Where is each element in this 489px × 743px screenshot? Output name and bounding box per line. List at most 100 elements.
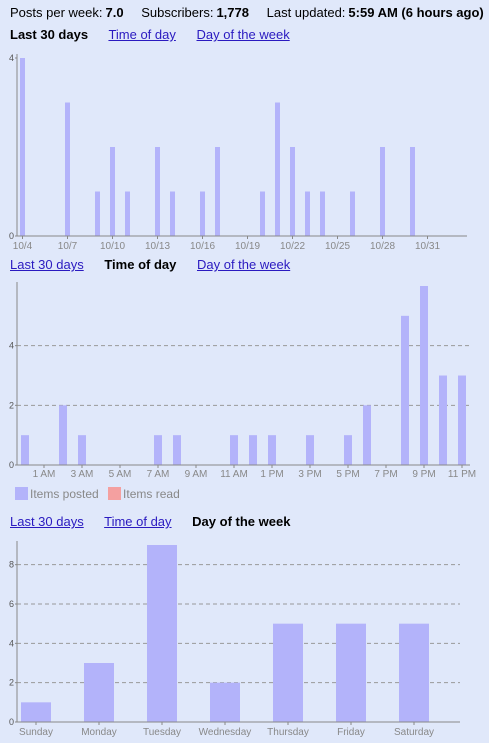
x-tick-label-5-am: 5 AM — [109, 469, 132, 480]
legend-label-posted: Items posted — [30, 487, 99, 501]
x-tick-label-sunday: Sunday — [19, 727, 53, 738]
day-of-week-chart: 0 2 4 6 8 Sunday Monday Tuesday Wednesday Thursda… — [9, 541, 460, 738]
bar-10-16 — [200, 191, 205, 236]
bar-8-am — [173, 435, 181, 465]
tab-day-of-week[interactable]: Day of the week — [196, 257, 291, 272]
y-tick-label: 0 — [9, 460, 14, 470]
x-tick-label-10-28: 10/28 — [370, 241, 395, 252]
tab-day-of-week[interactable]: Day of the week — [196, 27, 290, 42]
x-tick-label-11-pm: 11 PM — [448, 469, 476, 480]
bar-5-pm — [344, 435, 352, 465]
x-tick-label-10-13: 10/13 — [145, 241, 170, 252]
bar-10-9 — [95, 191, 100, 236]
posts-per-week-label: Posts per week: — [10, 5, 103, 20]
tab-last-30-days[interactable]: Last 30 days — [10, 257, 84, 272]
tab-time-of-day[interactable]: Time of day — [108, 27, 176, 42]
x-tick-label-wednesday: Wednesday — [199, 727, 252, 738]
bar-10-4 — [20, 58, 25, 236]
x-tick-label-friday: Friday — [337, 727, 365, 738]
bar-10-11 — [125, 191, 130, 236]
bar-3-am — [78, 435, 86, 465]
bar-sunday — [21, 702, 51, 722]
chart-tabs-2: Last 30 days Time of day Day of the week — [10, 257, 307, 272]
tab-last-30-days: Last 30 days — [10, 27, 89, 42]
y-tick-label: 0 — [9, 717, 14, 727]
x-tick-label-saturday: Saturday — [394, 727, 434, 738]
bar-10-22 — [290, 147, 295, 236]
x-tick-label-10-16: 10/16 — [190, 241, 215, 252]
bar-10-30 — [410, 147, 415, 236]
chart-legend: Items posted Items read — [15, 487, 186, 501]
chart-tabs-3: Last 30 days Time of day Day of the week — [10, 514, 307, 529]
y-tick-label: 6 — [9, 599, 14, 609]
bar-tuesday — [147, 545, 177, 722]
bar-10-pm — [439, 375, 447, 465]
x-tick-label-10-19: 10/19 — [235, 241, 260, 252]
y-tick-label: 4 — [9, 53, 14, 63]
last-30-days-chart: 0 4 10/4 10/7 10/10 10/13 10/16 10/19 10/22 10/25… — [9, 53, 467, 252]
time-of-day-chart: 0 2 4 1 AM 3 AM 5 AM 7 AM 9 AM 11 AM 1 PM 3 PM 5 PM… — [9, 282, 476, 480]
tab-last-30-days[interactable]: Last 30 days — [10, 514, 84, 529]
x-tick-label-1-pm: 1 PM — [260, 469, 283, 480]
x-tick-label-11-am: 11 AM — [220, 469, 248, 480]
x-tick-label-10-22: 10/22 — [280, 241, 305, 252]
posts-per-week-value: 7.0 — [105, 5, 124, 20]
x-tick-label-tuesday: Tuesday — [143, 727, 181, 738]
stats-bar: Posts per week: 7.0 Subscribers: 1,778 Las… — [10, 5, 489, 20]
y-tick-label: 8 — [9, 560, 14, 570]
legend-item-posted: Items posted — [15, 487, 102, 501]
legend-swatch-posted — [15, 487, 28, 500]
bar-9-pm — [420, 286, 428, 465]
bar-thursday — [273, 623, 303, 722]
bar-12-am — [21, 435, 29, 465]
legend-label-read: Items read — [123, 487, 180, 501]
tab-day-of-week: Day of the week — [192, 514, 291, 529]
legend-swatch-read — [108, 487, 122, 500]
x-tick-label-1-am: 1 AM — [33, 469, 56, 480]
bar-friday — [336, 623, 366, 722]
x-tick-label-thursday: Thursday — [267, 727, 309, 738]
bar-10-23 — [305, 191, 310, 236]
bar-10-10 — [110, 147, 115, 236]
bar-8-pm — [401, 315, 409, 465]
last-updated-label: Last updated: — [266, 5, 346, 20]
bar-11-am — [230, 435, 238, 465]
y-tick-label: 2 — [9, 400, 14, 410]
y-tick-label: 4 — [9, 638, 14, 648]
legend-item-read: Items read — [108, 487, 180, 501]
x-tick-label-monday: Monday — [81, 727, 117, 738]
x-tick-label-10-31: 10/31 — [415, 241, 440, 252]
y-tick-label: 0 — [9, 231, 14, 241]
chart-tabs-1: Last 30 days Time of day Day of the week — [10, 27, 307, 42]
x-tick-label-10-25: 10/25 — [325, 241, 350, 252]
x-tick-label-7-am: 7 AM — [147, 469, 170, 480]
bar-10-14 — [170, 191, 175, 236]
subscribers-label: Subscribers: — [141, 5, 214, 20]
bar-10-28 — [380, 147, 385, 236]
bar-12-pm — [249, 435, 257, 465]
x-tick-label-9-pm: 9 PM — [412, 469, 435, 480]
bar-10-20 — [260, 191, 265, 236]
bar-3-pm — [306, 435, 314, 465]
bar-6-pm — [363, 405, 371, 465]
x-tick-label-5-pm: 5 PM — [336, 469, 359, 480]
last-updated-value: 5:59 AM (6 hours ago) — [348, 5, 484, 20]
bar-wednesday — [210, 682, 240, 722]
bar-10-24 — [320, 191, 325, 236]
x-tick-label-10-4: 10/4 — [13, 241, 33, 252]
bar-2-am — [59, 405, 67, 465]
bar-monday — [84, 663, 114, 722]
bar-7-am — [154, 435, 162, 465]
x-tick-label-10-10: 10/10 — [100, 241, 125, 252]
bar-11-pm — [458, 375, 466, 465]
x-tick-label-3-am: 3 AM — [71, 469, 94, 480]
bar-10-7 — [65, 102, 70, 236]
x-tick-label-10-7: 10/7 — [58, 241, 78, 252]
tab-time-of-day[interactable]: Time of day — [104, 514, 172, 529]
bar-10-13 — [155, 147, 160, 236]
bar-1-pm — [268, 435, 276, 465]
x-tick-label-7-pm: 7 PM — [374, 469, 397, 480]
x-tick-label-9-am: 9 AM — [185, 469, 208, 480]
x-tick-label-3-pm: 3 PM — [298, 469, 321, 480]
bar-saturday — [399, 623, 429, 722]
